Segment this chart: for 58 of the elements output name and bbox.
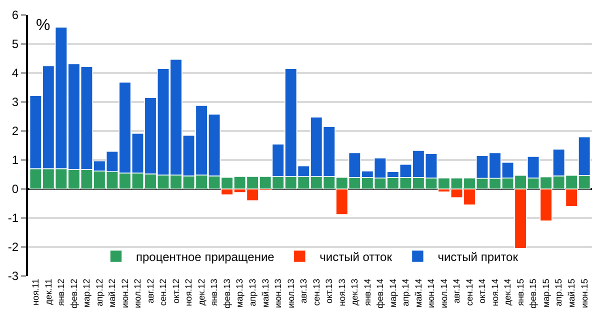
y-tick-label: -2	[8, 240, 19, 254]
legend-label: чистый отток	[320, 250, 393, 264]
x-tick-label: дек.11	[43, 278, 54, 305]
y-tick-label: 3	[12, 95, 19, 110]
y-tick-label: 2	[12, 124, 19, 138]
x-tick-label: июл.14	[438, 278, 449, 308]
x-tick-label: янв.13	[209, 278, 220, 306]
y-axis-title: %	[36, 17, 50, 34]
y-tick-label: -1	[8, 211, 19, 226]
y-tick-label: -3	[8, 269, 19, 284]
x-tick-label: май.13	[260, 278, 270, 308]
x-tick-label: ноя.11	[30, 278, 41, 306]
x-tick-label: июл.12	[132, 278, 143, 308]
x-tick-label: май.14	[413, 278, 424, 308]
x-tick-label: окт.13	[324, 278, 334, 304]
y-tick-label: 5	[12, 37, 19, 52]
x-tick-label: янв.14	[362, 278, 372, 306]
x-tick-label: авг.13	[298, 278, 309, 304]
x-tick-label: ноя.12	[184, 278, 194, 306]
x-tick-label: сен.12	[158, 278, 168, 306]
x-tick-label: мар.14	[388, 278, 398, 308]
legend-label: процентное приращение	[136, 250, 275, 264]
x-tick-label: апр.14	[400, 278, 411, 306]
x-tick-label: сен.13	[311, 278, 322, 306]
y-tick-label: 1	[12, 153, 19, 168]
x-tick-label: июл.13	[286, 278, 296, 308]
y-tick-label: 4	[12, 66, 19, 80]
x-tick-label: авг.12	[145, 278, 156, 304]
x-tick-label: фев.13	[222, 278, 232, 309]
x-tick-label: окт.14	[477, 278, 488, 304]
x-tick-label: янв.12	[56, 278, 66, 306]
x-tick-label: июн.12	[120, 278, 130, 308]
x-tick-label: мар.13	[234, 278, 245, 308]
x-tick-label: фев.14	[375, 278, 386, 309]
y-tick-label: 0	[12, 182, 19, 196]
x-tick-label: апр.15	[554, 278, 564, 306]
x-tick-label: фев.12	[68, 278, 79, 309]
x-tick-label: июн.15	[579, 278, 590, 308]
legend-label: чистый приток	[438, 250, 519, 264]
x-tick-label: апр.12	[94, 278, 104, 306]
x-tick-label: дек.12	[196, 278, 206, 306]
x-tick-label: июн.13	[273, 278, 284, 308]
x-tick-label: мар.12	[82, 278, 92, 308]
x-tick-label: апр.13	[248, 278, 258, 306]
x-tick-label: дек.13	[350, 278, 360, 306]
x-tick-label: окт.12	[170, 278, 181, 304]
x-tick-label: май.12	[107, 278, 118, 308]
x-tick-label: дек.14	[502, 278, 513, 306]
x-tick-label: май.15	[566, 278, 577, 308]
x-tick-label: янв.15	[515, 278, 526, 306]
x-tick-label: июн.14	[426, 278, 436, 308]
x-tick-label: ноя.14	[490, 278, 500, 306]
x-tick-label: сен.14	[464, 278, 474, 306]
x-tick-label: фев.15	[528, 278, 538, 309]
x-tick-label: мар.15	[540, 278, 551, 308]
x-tick-label: ноя.13	[336, 278, 347, 306]
x-tick-label: авг.14	[452, 278, 462, 304]
y-tick-label: 6	[12, 8, 19, 22]
